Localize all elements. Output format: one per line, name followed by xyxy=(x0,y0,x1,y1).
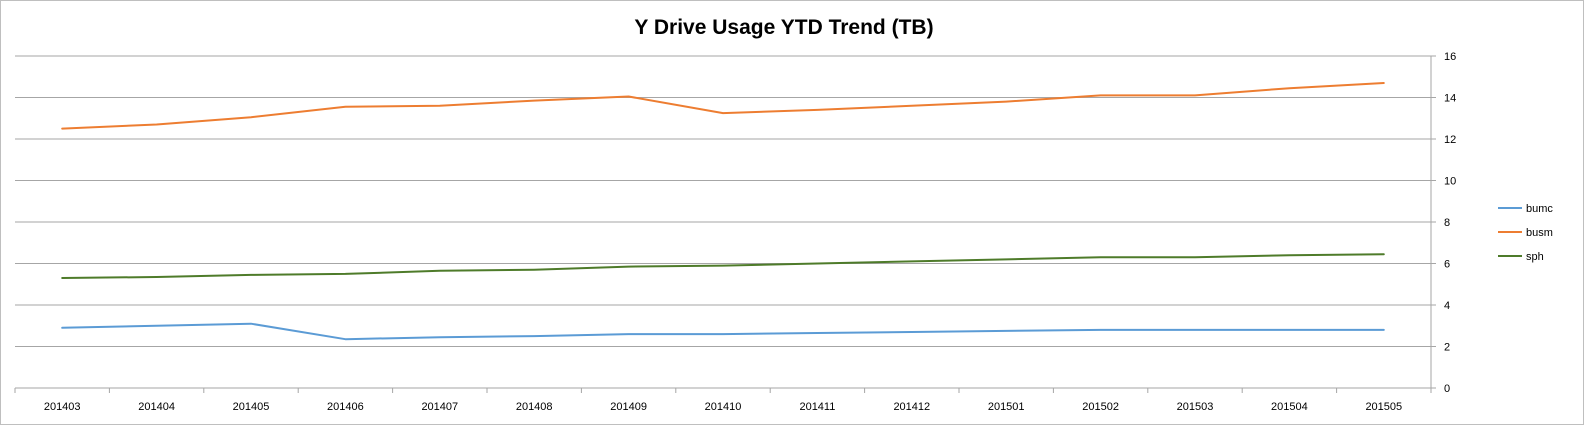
x-tick-label: 201412 xyxy=(893,401,930,413)
legend-item-busm: busm xyxy=(1498,227,1553,239)
y-tick-label: 16 xyxy=(1444,51,1456,63)
x-tick-label: 201503 xyxy=(1177,401,1214,413)
legend: bumc busm sph xyxy=(1498,203,1553,263)
y-tick-label: 14 xyxy=(1444,93,1456,105)
y-tick-label: 10 xyxy=(1444,176,1456,188)
legend-label: busm xyxy=(1526,227,1553,239)
legend-label: sph xyxy=(1526,251,1544,263)
y-tick-label: 0 xyxy=(1444,383,1450,395)
x-tick-label: 201501 xyxy=(988,401,1025,413)
series-lines xyxy=(61,82,1385,341)
gridlines xyxy=(15,55,1431,347)
x-tick-label: 201505 xyxy=(1365,401,1402,413)
legend-item-sph: sph xyxy=(1498,251,1544,263)
y-tick-label: 12 xyxy=(1444,134,1456,146)
x-tick-label: 201406 xyxy=(327,401,364,413)
y-tick-label: 2 xyxy=(1444,342,1450,354)
x-tick-label: 201411 xyxy=(799,401,835,413)
y-tick-label: 6 xyxy=(1444,259,1450,271)
axes: 0 2 4 6 8 10 12 14 16 201403 201404 201405 201406 201… xyxy=(14,51,1456,413)
x-tick-label: 201407 xyxy=(421,401,458,413)
x-tick-label: 201408 xyxy=(516,401,553,413)
series-line-busm xyxy=(61,82,1385,130)
x-tick-label: 201504 xyxy=(1271,401,1308,413)
chart-title: Y Drive Usage YTD Trend (TB) xyxy=(634,16,933,39)
x-tick-label: 201502 xyxy=(1082,401,1119,413)
x-tick-label: 201403 xyxy=(44,401,81,413)
series-line-sph xyxy=(61,253,1385,279)
x-tick-label: 201410 xyxy=(705,401,742,413)
legend-item-bumc: bumc xyxy=(1498,203,1553,215)
x-tick-label: 201404 xyxy=(138,401,175,413)
y-tick-label: 4 xyxy=(1444,300,1450,312)
y-tick-label: 8 xyxy=(1444,217,1450,229)
legend-label: bumc xyxy=(1526,203,1553,215)
x-tick-label: 201409 xyxy=(610,401,647,413)
series-line-bumc xyxy=(61,322,1385,341)
x-tick-label: 201405 xyxy=(233,401,270,413)
